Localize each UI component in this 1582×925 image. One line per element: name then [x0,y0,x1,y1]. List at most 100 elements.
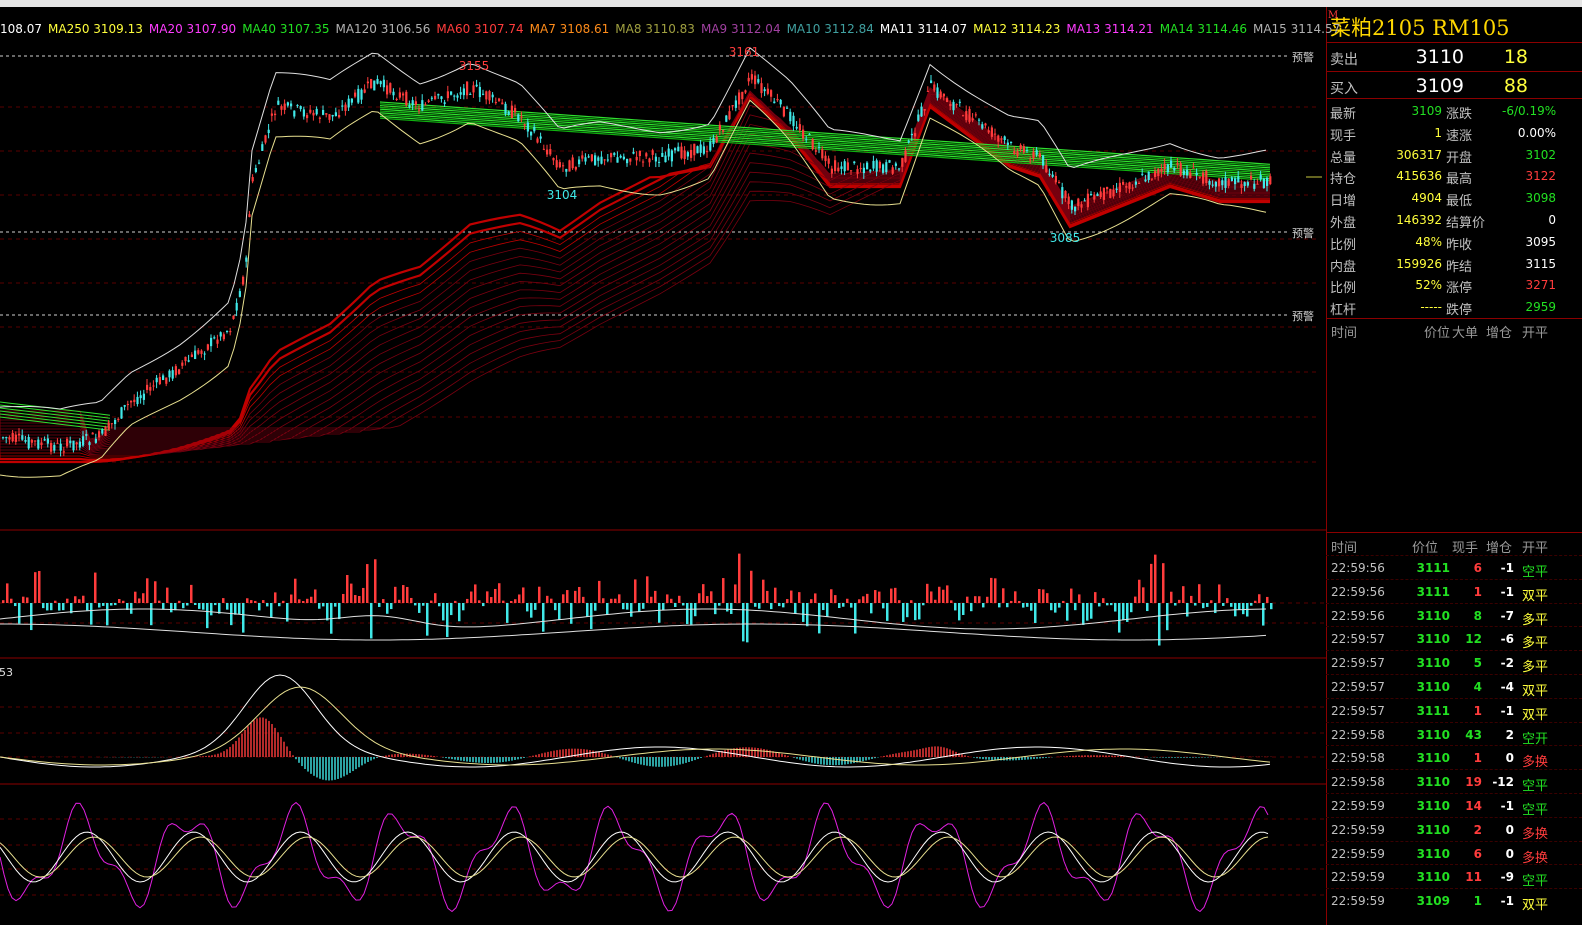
volume-bar [506,603,509,623]
tick-row[interactable]: 22:59:58 3110 19 -12 空平 [1326,769,1582,794]
volume-bar [62,603,65,611]
tick-row[interactable]: 22:59:59 3109 1 -1 双平 [1326,888,1582,913]
candle-body [357,88,360,103]
volume-bar [654,590,657,603]
candle-body [1218,178,1221,187]
volume-bar [1066,603,1069,621]
candle-body [459,92,462,95]
tick-volume: 8 [1473,608,1482,623]
tick-header-chg: 增仓 [1486,541,1513,556]
ma-ribbon-line [0,404,111,419]
tick-row[interactable]: 22:59:57 3110 12 -6 多平 [1326,626,1582,651]
volume-bar [726,603,729,612]
tick-volume: 19 [1465,775,1482,790]
quote-label: 结算价 [1446,216,1486,231]
tick-row[interactable]: 22:59:57 3110 5 -2 多平 [1326,650,1582,675]
candle-body [450,91,453,95]
tick-row[interactable]: 22:59:58 3110 1 0 多换 [1326,745,1582,770]
volume-bar [1110,603,1113,606]
tick-price: 3111 [1416,561,1450,575]
candle-body [597,157,600,161]
volume-bar [342,593,345,603]
volume-bar [1038,588,1041,603]
tick-row[interactable]: 22:59:59 3110 14 -1 空平 [1326,793,1582,818]
volume-bar [1018,600,1021,603]
candle-body [1029,159,1032,161]
volume-bar [990,577,993,603]
candle-body [1205,170,1208,184]
candle-body [408,105,411,108]
volume-bar [486,591,489,603]
volume-bar [862,596,865,603]
candle-body [472,85,475,93]
candle-body [101,429,104,434]
volume-bar [162,603,165,610]
candle-body [504,103,507,114]
volume-bar [1042,589,1045,603]
ma-ribbon-line [0,93,1270,440]
candle-body [683,150,686,159]
candle-body [1106,186,1109,190]
tick-row[interactable]: 22:59:57 3111 1 -1 双平 [1326,697,1582,723]
candle-body [987,130,990,133]
tick-price: 3109 [1416,894,1450,909]
tick-row[interactable]: 22:59:58 3110 43 2 空开 [1326,721,1582,747]
tick-row[interactable]: 22:59:59 3110 2 0 多换 [1326,816,1582,842]
candle-body [50,442,53,452]
tick-row[interactable]: 22:59:56 3110 8 -7 多平 [1326,602,1582,628]
candle-body [1077,198,1080,207]
candle-body [14,434,17,442]
volume-bar [998,603,1001,608]
candle-body [392,91,395,96]
kdj-j-line [0,801,1269,913]
ma-ribbon-line [0,90,1270,445]
tick-row[interactable]: 22:59:57 3110 4 -4 双平 [1326,674,1582,699]
volume-bar [1190,595,1193,603]
sell-volume: 18 [1503,46,1528,68]
tick-change: -1 [1500,894,1514,909]
candle-body [174,366,177,376]
candle-body [571,157,574,169]
candle-body [853,161,856,164]
volume-bar [402,585,405,603]
tick-row[interactable]: 22:59:59 3110 6 0 多换 [1326,840,1582,866]
volume-bar [326,603,329,621]
ma-ribbon-line [0,95,1270,464]
candle-body [1211,184,1214,186]
tick-row[interactable]: 22:59:59 3110 11 -9 空平 [1326,864,1582,889]
volume-bar [50,603,53,611]
candle-body [293,110,296,117]
band-upper [0,47,1267,410]
volume-bar [962,603,965,615]
volume-bar [350,583,353,603]
candle-body [1099,191,1102,198]
ma-ribbon-line [0,93,1270,459]
volume-bar [2,600,5,603]
quote-label: 跌停 [1446,303,1473,319]
volume-bar [930,591,933,603]
candle-body [43,439,46,441]
candle-body [1013,150,1016,154]
chart-area[interactable]: 预警 预警 预警 3155 3161 3104 3085 53 [0,7,1326,925]
candle-body [942,93,945,97]
quote-label: 涨跌 [1446,107,1473,122]
tick-row[interactable]: 22:59:56 3111 1 -1 双平 [1326,578,1582,604]
tick-row[interactable]: 22:59:56 3111 6 -1 空平 [1326,555,1582,580]
candle-body [635,156,638,161]
candle-body [1234,178,1237,185]
candle-body [1083,200,1086,202]
candle-body [651,150,654,155]
candle-body [382,79,385,88]
quote-label: 昨结 [1446,259,1473,275]
volume-bar [366,564,369,603]
candle-body [664,155,667,163]
buy-row[interactable]: 买入 3109 88 [1326,71,1582,100]
volume-bar [66,598,69,603]
volume-bar [410,597,413,603]
tick-time: 22:59:56 [1331,561,1385,575]
ma-legend-item: MA250 3109.13 [48,22,143,36]
volume-bar [270,603,273,618]
volume-bar [1254,600,1257,603]
sell-row[interactable]: 卖出 3110 18 [1326,42,1582,71]
